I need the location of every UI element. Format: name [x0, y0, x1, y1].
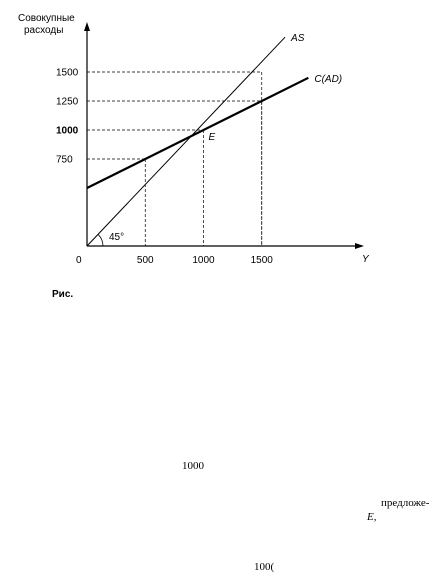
guide-lines [87, 71, 263, 246]
x-tick-label: 500 [137, 255, 154, 266]
x-axis-arrow-icon [355, 243, 364, 249]
aggregate-expenditure-chart: 45° Совокупные расходы Y 0 500 1000 1500 75… [18, 13, 370, 266]
series-lines [86, 36, 309, 247]
x-tick-labels: 0 500 1000 1500 [76, 255, 273, 266]
angle-label: 45° [109, 232, 124, 243]
series-line [86, 36, 286, 247]
text-fragment-e: E, [367, 511, 377, 523]
figure-caption: Рис. [52, 289, 74, 300]
series-labels: AS C(AD) E [209, 33, 343, 143]
text-fragment-1000-cut: 100( [254, 561, 275, 573]
series-line [86, 76, 309, 189]
text-fragment-1000: 1000 [182, 460, 204, 472]
y-axis-arrow-icon [84, 22, 90, 31]
y-tick-label: 750 [56, 155, 73, 166]
y-axis-title-line2: расходы [24, 25, 63, 36]
y-axis-title-line1: Совокупные [18, 13, 75, 24]
y-tick-labels: 750 1000 1250 1500 [56, 68, 79, 166]
equilibrium-label: E [209, 132, 216, 143]
x-tick-label: 1500 [251, 255, 274, 266]
series-label: C(AD) [314, 74, 342, 85]
series-label: AS [290, 33, 305, 44]
x-tick-label: 1000 [192, 255, 215, 266]
y-tick-label: 1000 [56, 126, 79, 137]
y-tick-label: 1250 [56, 97, 79, 108]
x-tick-label: 0 [76, 255, 82, 266]
angle-arc [97, 234, 104, 247]
text-fragment-supply: предложе- [381, 497, 430, 509]
x-axis-title: Y [362, 254, 370, 265]
y-tick-label: 1500 [56, 68, 79, 79]
axes [84, 22, 364, 249]
